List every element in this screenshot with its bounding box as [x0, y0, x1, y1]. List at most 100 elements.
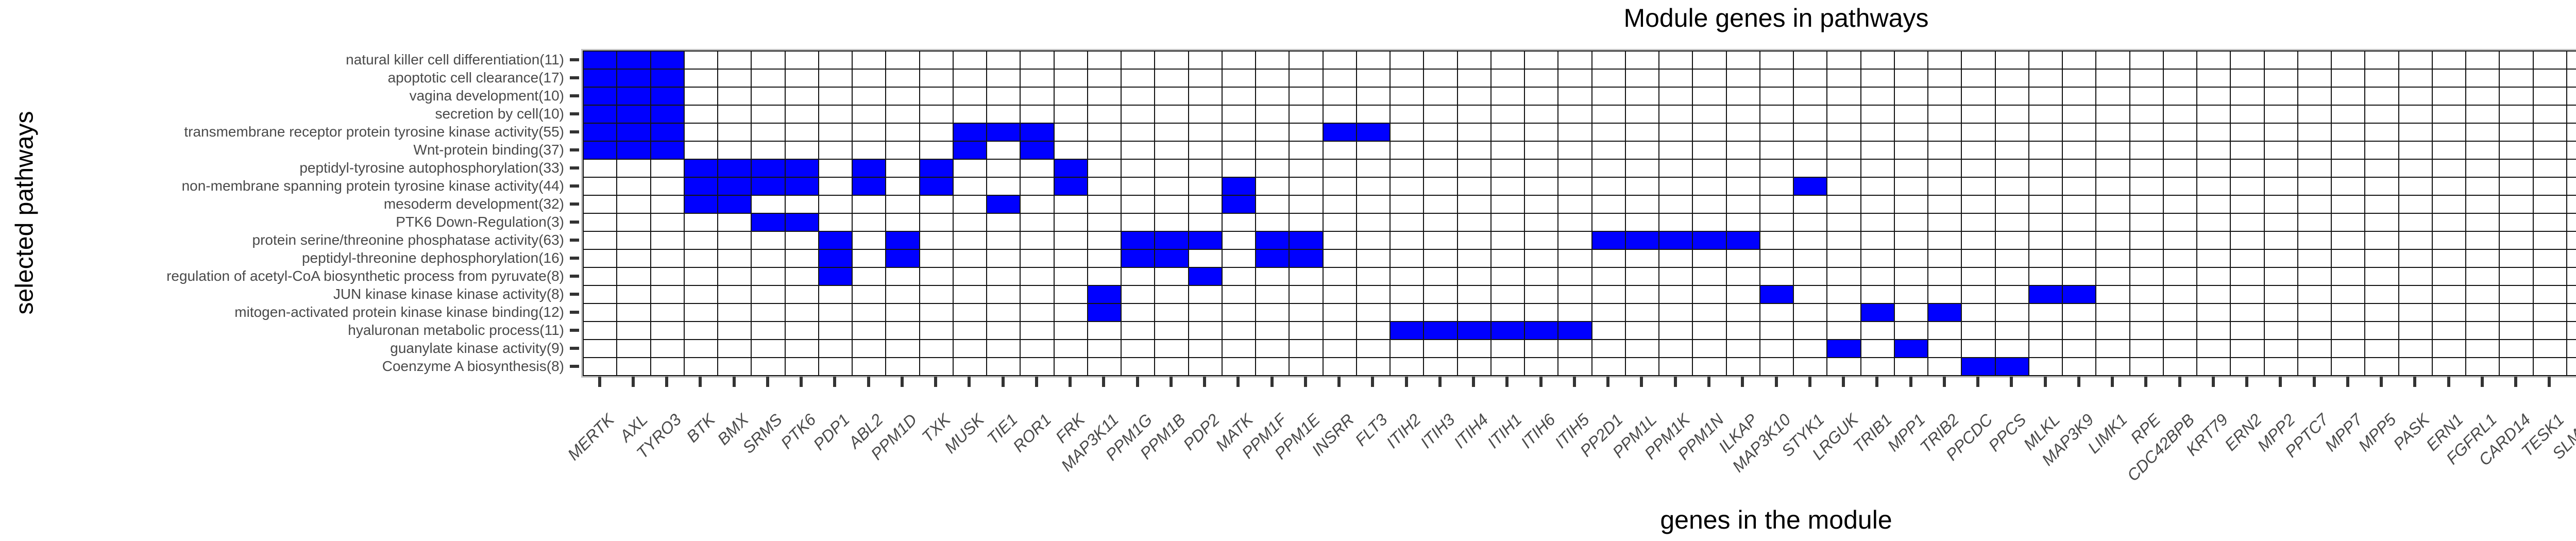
heatmap-cell [1827, 358, 1861, 376]
heatmap-cell [1458, 250, 1492, 268]
heatmap-cell [785, 70, 819, 88]
heatmap-cell [752, 106, 786, 124]
heatmap-cell [1760, 232, 1794, 250]
heatmap-cell [2332, 268, 2366, 286]
heatmap-cell [920, 322, 954, 340]
heatmap-cell [1861, 250, 1895, 268]
heatmap-cell [2365, 358, 2399, 376]
x-tick [1909, 377, 1912, 387]
heatmap-cell [1256, 142, 1290, 160]
heatmap-cell [2432, 106, 2467, 124]
heatmap-cell [1458, 52, 1492, 70]
heatmap-cell [1995, 358, 2029, 376]
heatmap-cell [2533, 142, 2567, 160]
heatmap-cell [1659, 358, 1693, 376]
heatmap-cell [2264, 142, 2298, 160]
heatmap-cell [2197, 304, 2231, 322]
heatmap-cell [1122, 340, 1156, 358]
heatmap-cell [2399, 196, 2433, 214]
heatmap-cell [2332, 358, 2366, 376]
heatmap-cell [584, 124, 618, 142]
y-tick [570, 112, 579, 115]
heatmap-cell [785, 88, 819, 106]
heatmap-cell [1592, 322, 1626, 340]
x-tick [1203, 377, 1207, 387]
heatmap-cell [2298, 286, 2332, 304]
heatmap-cell [752, 232, 786, 250]
heatmap-cell [2533, 124, 2567, 142]
heatmap-cell [2399, 232, 2433, 250]
heatmap-cell [953, 286, 988, 304]
heatmap-cell [2264, 70, 2298, 88]
heatmap-cell [2096, 286, 2130, 304]
x-tick [598, 377, 601, 387]
heatmap-cell [2130, 70, 2164, 88]
heatmap-cell [785, 196, 819, 214]
heatmap-cell [1088, 142, 1122, 160]
heatmap-cell [1861, 196, 1895, 214]
heatmap-cell [1861, 160, 1895, 178]
heatmap-cell [1458, 196, 1492, 214]
heatmap-cell [2063, 178, 2097, 196]
heatmap-cell [2130, 250, 2164, 268]
heatmap-cell [617, 268, 651, 286]
heatmap-cell [1458, 304, 1492, 322]
heatmap-cell [1391, 178, 1425, 196]
heatmap-cell [2163, 196, 2198, 214]
heatmap-cell [1726, 52, 1760, 70]
heatmap-cell [1827, 106, 1861, 124]
heatmap-cell [1827, 142, 1861, 160]
heatmap-cell [2500, 88, 2534, 106]
heatmap-cell [2432, 322, 2467, 340]
heatmap-cell [1323, 322, 1357, 340]
heatmap-cell [1995, 268, 2029, 286]
heatmap-cell [1088, 178, 1122, 196]
heatmap-cell [584, 196, 618, 214]
heatmap-cell [1760, 304, 1794, 322]
heatmap-cell [651, 142, 685, 160]
heatmap-cell [1962, 88, 1996, 106]
heatmap-cell [1021, 304, 1055, 322]
heatmap-cell [1827, 178, 1861, 196]
heatmap-cell [2500, 52, 2534, 70]
heatmap-cell [2466, 178, 2500, 196]
heatmap-cell [1726, 124, 1760, 142]
heatmap-cell [1290, 214, 1324, 232]
heatmap-cell [920, 232, 954, 250]
heatmap-cell [2063, 142, 2097, 160]
heatmap-cell [1021, 160, 1055, 178]
heatmap-cell [2231, 142, 2265, 160]
y-tick [570, 292, 579, 296]
heatmap-cell [1122, 70, 1156, 88]
heatmap-cell [2365, 232, 2399, 250]
heatmap-cell [1693, 178, 1727, 196]
heatmap-cell [1861, 214, 1895, 232]
heatmap-cell [1794, 178, 1828, 196]
heatmap-cell [1391, 106, 1425, 124]
heatmap-cell [752, 88, 786, 106]
heatmap-cell [1391, 142, 1425, 160]
heatmap-cell [2096, 358, 2130, 376]
heatmap-cell [1458, 124, 1492, 142]
heatmap-cell [1659, 124, 1693, 142]
heatmap-cell [785, 250, 819, 268]
heatmap-cell [1861, 178, 1895, 196]
gene-label: FLT3 [1351, 410, 1391, 450]
heatmap-cell [617, 52, 651, 70]
heatmap-cell [752, 322, 786, 340]
heatmap-cell [1491, 286, 1526, 304]
x-tick [1606, 377, 1610, 387]
heatmap-cell [1424, 358, 1458, 376]
pathway-label: PTK6 Down-Regulation(3) [396, 214, 564, 230]
heatmap-cell [987, 214, 1021, 232]
heatmap-cell [2432, 70, 2467, 88]
x-tick [1438, 377, 1442, 387]
heatmap-cell [819, 88, 853, 106]
heatmap-cell [1827, 88, 1861, 106]
heatmap-cell [2197, 358, 2231, 376]
heatmap-cell [2399, 304, 2433, 322]
heatmap-cell [1256, 358, 1290, 376]
heatmap-cell [1861, 322, 1895, 340]
heatmap-cell [718, 268, 752, 286]
heatmap-cell [2466, 142, 2500, 160]
